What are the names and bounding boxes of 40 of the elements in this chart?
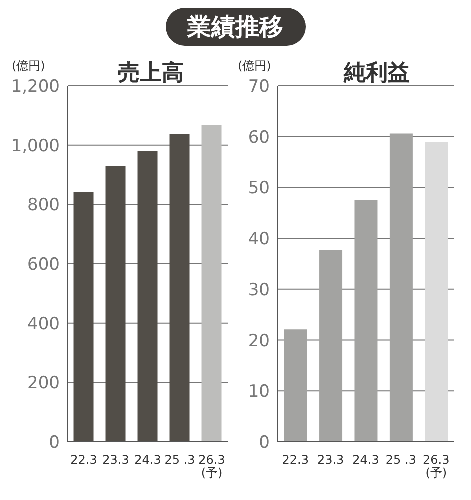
bar xyxy=(138,150,158,442)
y-tick-label: 200 xyxy=(28,374,60,394)
y-tick-label: 1,200 xyxy=(11,77,60,98)
y-tick-label: 50 xyxy=(248,178,270,199)
y-tick-label: 400 xyxy=(28,314,60,334)
x-tick-label: 23.3 xyxy=(102,453,130,467)
y-tick-label: 600 xyxy=(28,255,60,276)
x-tick-label: 25 .3 xyxy=(164,453,196,467)
x-tick-label: 22.3 xyxy=(70,453,98,467)
bar xyxy=(320,250,343,442)
bar xyxy=(354,200,378,442)
y-tick-label: 0 xyxy=(259,433,270,454)
x-tick-label: 24.3 xyxy=(352,453,380,467)
y-tick-label: 40 xyxy=(248,230,270,250)
bar xyxy=(170,134,190,442)
chart-title: 純利益 xyxy=(342,60,411,88)
y-tick-label: 30 xyxy=(248,280,270,300)
bar xyxy=(202,125,222,442)
bar xyxy=(425,142,448,442)
bar xyxy=(284,330,308,442)
x-tick-label: 25 .3 xyxy=(386,453,416,467)
y-tick-label: 20 xyxy=(248,331,270,352)
bar xyxy=(74,192,94,442)
y-tick-label: 70 xyxy=(248,77,270,98)
y-tick-label: 60 xyxy=(248,128,270,148)
y-axis-title: (億円) xyxy=(12,58,46,75)
x-tick-label: 26.3(予) xyxy=(198,453,226,480)
x-tick-label: 23.3 xyxy=(317,453,344,467)
y-tick-label: 800 xyxy=(28,196,60,216)
bar xyxy=(390,134,413,442)
chart-title: 売上高 xyxy=(117,60,185,88)
y-tick-label: 0 xyxy=(49,433,60,454)
y-axis-title: (億円) xyxy=(238,58,272,75)
text: 業績推移 xyxy=(166,8,306,46)
y-tick-label: 1,000 xyxy=(11,136,60,156)
x-tick-label: 24.3 xyxy=(134,453,162,467)
bar xyxy=(106,166,126,442)
x-tick-label: 26.3(予) xyxy=(423,453,450,480)
y-tick-label: 10 xyxy=(248,382,270,402)
x-tick-label: 22.3 xyxy=(282,453,309,467)
